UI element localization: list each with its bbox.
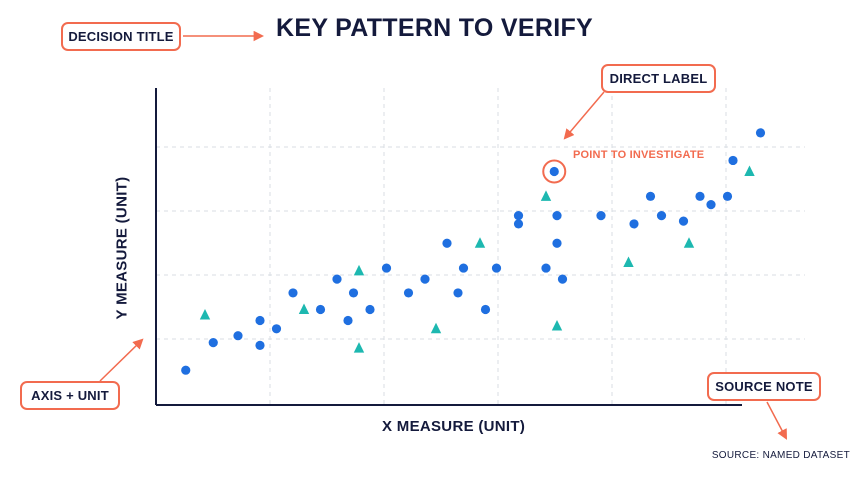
data-point-circle	[453, 288, 463, 298]
data-point-circle	[678, 216, 689, 226]
data-point-circle	[403, 288, 414, 298]
data-point-circle	[255, 315, 265, 326]
data-point-circle	[315, 304, 326, 315]
data-point-circle	[656, 211, 667, 221]
data-point-circle	[513, 219, 524, 229]
data-point-circle	[728, 155, 738, 166]
data-point-circle	[645, 191, 656, 201]
x-axis-label: X MEASURE (UNIT)	[382, 418, 526, 435]
data-point-circle	[552, 211, 562, 221]
data-point-triangle	[353, 342, 365, 353]
callout-axis-unit-text: AXIS + UNIT	[31, 388, 109, 403]
data-point-circle	[513, 211, 524, 221]
y-axis-label: Y MEASURE (UNIT)	[113, 176, 131, 320]
data-point-triangle	[430, 322, 442, 334]
data-point-circle	[343, 315, 353, 326]
data-point-circle	[365, 304, 375, 315]
chart-title: KEY PATTERN TO VERIFY	[276, 14, 593, 42]
data-point-circle	[695, 191, 705, 201]
data-point-circle	[596, 211, 606, 221]
data-point-circle	[442, 238, 452, 248]
data-point-circle	[755, 128, 766, 138]
data-point-circle	[549, 166, 559, 177]
arrow-axis-unit	[99, 338, 144, 382]
callout-decision-title-label: DECISION TITLE	[68, 29, 174, 44]
data-point-circle	[722, 191, 733, 201]
data-point-circle	[480, 304, 491, 315]
data-point-triangle	[623, 256, 634, 268]
arrow-direct-label	[563, 91, 605, 140]
source-note: SOURCE: NAMED DATASET	[711, 450, 850, 461]
highlight-annotation: POINT TO INVESTIGATE	[573, 149, 705, 161]
callout-direct-label: DIRECT LABEL	[601, 64, 716, 93]
data-point-circle	[271, 324, 282, 334]
data-point-circle	[541, 263, 551, 273]
data-point-triangle	[353, 264, 365, 276]
callout-source-note: SOURCE NOTE	[707, 372, 821, 401]
data-point-circle	[552, 238, 562, 248]
data-point-circle	[233, 331, 243, 341]
callout-decision-title: DECISION TITLE	[61, 22, 181, 51]
data-point-circle	[491, 263, 502, 273]
data-point-circle	[629, 219, 639, 229]
data-point-circle	[288, 288, 298, 298]
callout-axis-unit: AXIS + UNIT	[20, 381, 120, 410]
data-point-circle	[420, 274, 430, 284]
data-point-triangle	[199, 309, 211, 320]
data-point-triangle	[474, 237, 486, 248]
data-point-circle	[458, 263, 469, 273]
data-point-circle	[348, 288, 359, 298]
data-point-circle	[706, 200, 716, 210]
data-point-triangle	[298, 303, 310, 314]
data-point-circle	[332, 274, 342, 284]
data-point-circle	[208, 338, 218, 348]
data-point-circle	[255, 340, 265, 350]
data-point-circle	[557, 274, 568, 284]
callout-direct-label-text: DIRECT LABEL	[609, 71, 708, 86]
data-point-triangle	[683, 237, 695, 248]
callout-source-note-text: SOURCE NOTE	[715, 379, 813, 394]
arrow-source-note	[766, 401, 787, 440]
highlight-ring	[542, 159, 567, 184]
data-point-circle	[181, 365, 191, 375]
data-point-triangle	[551, 320, 563, 331]
data-point-triangle	[540, 190, 552, 201]
data-point-circle	[381, 263, 392, 273]
data-point-triangle	[744, 165, 755, 176]
